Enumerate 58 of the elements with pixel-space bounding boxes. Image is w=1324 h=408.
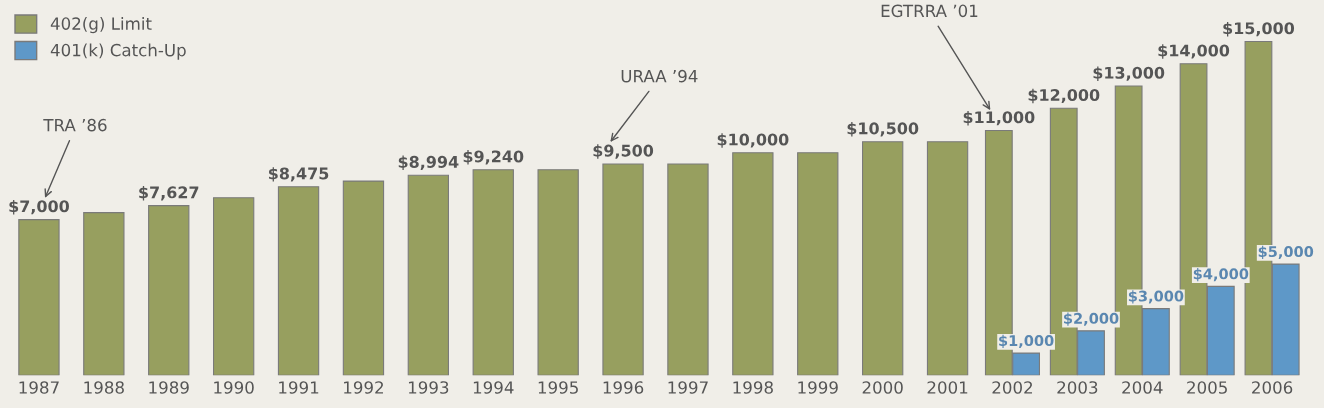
bar xyxy=(277,186,320,376)
bar xyxy=(342,180,385,376)
x-tick-label: 1997 xyxy=(668,381,708,394)
data-label: $9,240 xyxy=(463,150,524,165)
x-tick-label: 1991 xyxy=(279,381,319,394)
legend-label: 402(g) Limit xyxy=(50,17,152,34)
bar xyxy=(83,212,125,376)
data-label: $1,000 xyxy=(999,334,1054,349)
x-tick-label: 1988 xyxy=(84,381,124,394)
data-label: $14,000 xyxy=(1158,44,1230,59)
data-label: $15,000 xyxy=(1223,21,1295,37)
data-label: $12,000 xyxy=(1028,88,1100,104)
bar xyxy=(861,141,904,376)
bar xyxy=(148,205,190,376)
bar xyxy=(926,141,969,376)
x-tick-label: 1987 xyxy=(19,381,59,394)
x-tick-label: 2003 xyxy=(1057,381,1098,394)
bar xyxy=(18,219,60,376)
x-tick-label: 2004 xyxy=(1122,381,1163,394)
x-tick-label: 1995 xyxy=(538,381,578,394)
annotation: TRA ’86 xyxy=(43,118,107,132)
data-label: $9,500 xyxy=(593,144,654,159)
data-label: $10,500 xyxy=(847,122,919,137)
data-label: $2,000 xyxy=(1064,312,1119,326)
data-label: $8,994 xyxy=(398,155,459,171)
bar xyxy=(537,169,579,376)
bar xyxy=(602,163,644,376)
data-label: $3,000 xyxy=(1128,290,1184,304)
bar xyxy=(212,197,255,376)
x-tick-label: 2000 xyxy=(862,381,903,394)
data-label: $8,475 xyxy=(268,167,329,182)
data-label: $10,000 xyxy=(717,133,789,148)
legend-label: 401(k) Catch-Up xyxy=(50,43,186,60)
data-label: $13,000 xyxy=(1093,66,1165,81)
x-tick-label: 2005 xyxy=(1187,381,1227,394)
data-label: $11,000 xyxy=(963,110,1035,126)
x-tick-label: 2001 xyxy=(927,381,968,394)
x-tick-label: 1994 xyxy=(473,381,514,394)
bar xyxy=(667,163,709,376)
x-tick-label: 1998 xyxy=(733,381,773,394)
data-label: $4,000 xyxy=(1193,268,1249,282)
data-label: $7,627 xyxy=(139,186,199,201)
text: EGTRRA ’01 xyxy=(881,4,978,18)
data-label: $5,000 xyxy=(1258,245,1314,260)
bar xyxy=(472,169,514,376)
bar xyxy=(407,174,450,376)
bar xyxy=(797,152,839,376)
bar xyxy=(732,152,774,376)
x-tick-label: 1996 xyxy=(603,381,644,394)
x-tick-label: 2006 xyxy=(1252,381,1293,394)
x-tick-label: 1992 xyxy=(344,381,383,394)
x-tick-label: 1993 xyxy=(408,381,449,394)
x-tick-label: 1990 xyxy=(214,381,254,394)
x-tick-label: 1999 xyxy=(798,381,838,394)
annotation: URAA ’94 xyxy=(621,69,698,83)
x-tick-label: 2002 xyxy=(992,381,1033,394)
data-label: $7,000 xyxy=(9,199,69,215)
x-tick-label: 1989 xyxy=(149,381,189,394)
